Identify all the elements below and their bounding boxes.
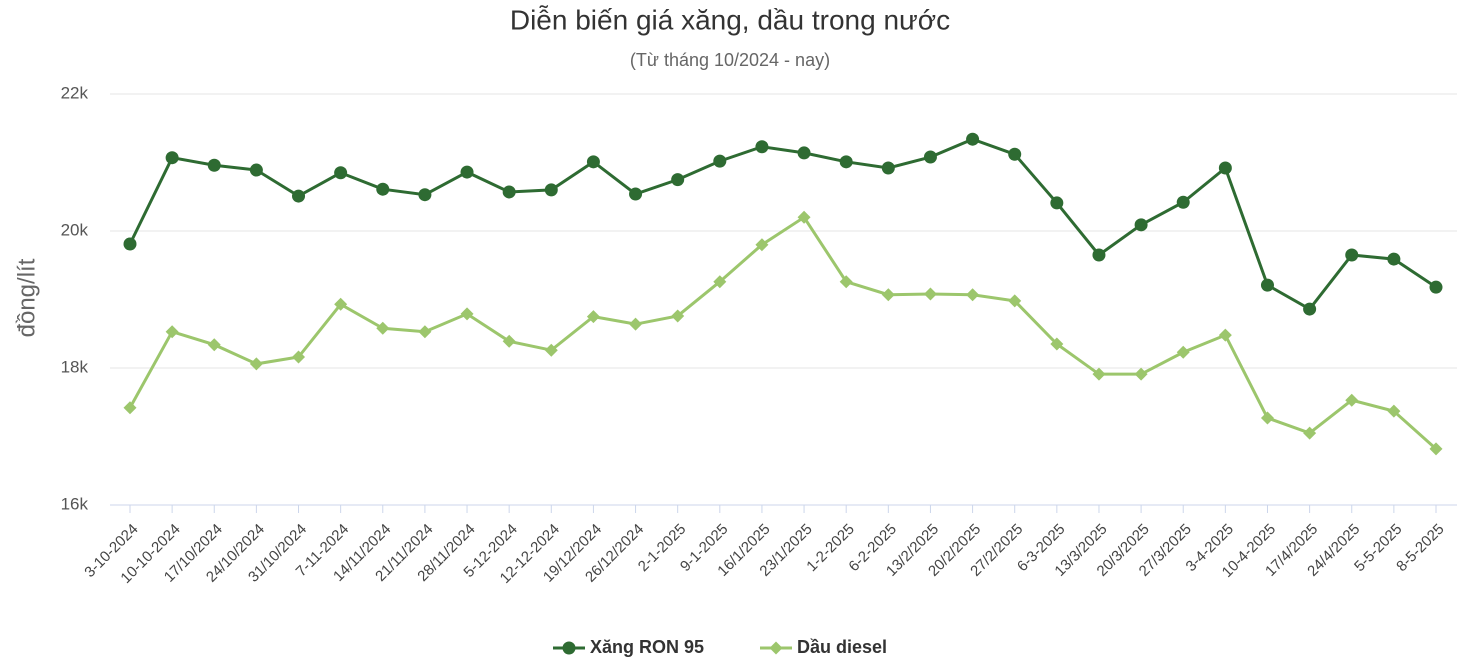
- point: [671, 173, 685, 187]
- point: [671, 309, 685, 323]
- point: [797, 210, 811, 224]
- point: [123, 237, 137, 251]
- chart-subtitle: (Từ tháng 10/2024 - nay): [630, 50, 830, 70]
- point: [1303, 426, 1317, 440]
- point: [881, 161, 895, 175]
- point: [713, 154, 727, 168]
- point: [1387, 404, 1401, 418]
- point: [923, 150, 937, 164]
- point: [839, 275, 853, 289]
- y-tick-label: 18k: [61, 357, 89, 376]
- point: [1303, 302, 1317, 316]
- point: [376, 182, 390, 196]
- point: [755, 140, 769, 154]
- point: [839, 155, 853, 169]
- point: [544, 183, 558, 197]
- point: [881, 288, 895, 302]
- point: [292, 350, 306, 364]
- point: [966, 132, 980, 146]
- point: [1092, 248, 1106, 262]
- point: [502, 185, 516, 199]
- point: [1218, 161, 1232, 175]
- legend-marker: [562, 641, 576, 655]
- point: [460, 307, 474, 321]
- point: [1260, 411, 1274, 425]
- legend-marker: [769, 641, 783, 655]
- point: [1345, 393, 1359, 407]
- point: [460, 165, 474, 179]
- point: [629, 317, 643, 331]
- point: [1176, 195, 1190, 209]
- point: [544, 343, 558, 357]
- point: [334, 297, 348, 311]
- point: [292, 189, 306, 203]
- point: [376, 321, 390, 335]
- point: [1134, 367, 1148, 381]
- point: [1176, 345, 1190, 359]
- y-tick-label: 20k: [61, 220, 89, 239]
- point: [713, 275, 727, 289]
- y-axis-label: đồng/lít: [13, 258, 40, 337]
- point: [1260, 278, 1274, 292]
- point: [207, 338, 221, 352]
- point: [586, 310, 600, 324]
- point: [1134, 218, 1148, 232]
- point: [629, 187, 643, 201]
- point: [165, 151, 179, 165]
- point: [249, 357, 263, 371]
- line: [128, 215, 1437, 450]
- point: [1345, 248, 1359, 262]
- legend-label: Xăng RON 95: [590, 637, 704, 657]
- point: [334, 166, 348, 180]
- point: [755, 238, 769, 252]
- point: [418, 188, 432, 202]
- point: [1429, 280, 1443, 294]
- point: [1387, 252, 1401, 266]
- point: [207, 158, 221, 172]
- point: [966, 288, 980, 302]
- series: [123, 210, 1443, 456]
- point: [1050, 337, 1064, 351]
- point: [923, 287, 937, 301]
- legend-label: Dầu diesel: [797, 637, 887, 657]
- point: [502, 334, 516, 348]
- point: [249, 163, 263, 177]
- chart-title: Diễn biến giá xăng, dầu trong nước: [510, 4, 950, 35]
- series: [123, 132, 1443, 316]
- point: [1008, 147, 1022, 161]
- point: [1218, 328, 1232, 342]
- legend-item[interactable]: Xăng RON 95: [553, 637, 704, 657]
- point: [1050, 196, 1064, 210]
- point: [1008, 294, 1022, 308]
- point: [165, 325, 179, 339]
- point: [586, 155, 600, 169]
- y-tick-label: 22k: [61, 83, 89, 102]
- point: [1092, 367, 1106, 381]
- point: [797, 146, 811, 160]
- legend-item[interactable]: Dầu diesel: [760, 637, 887, 657]
- y-tick-label: 16k: [61, 494, 89, 513]
- line: [128, 137, 1437, 312]
- point: [123, 401, 137, 415]
- point: [1429, 442, 1443, 456]
- point: [418, 325, 432, 339]
